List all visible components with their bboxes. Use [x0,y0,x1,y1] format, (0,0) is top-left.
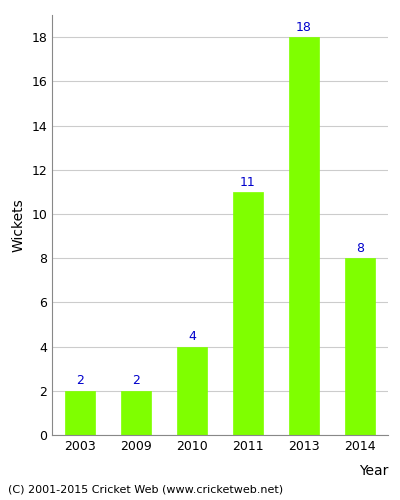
Y-axis label: Wickets: Wickets [12,198,26,252]
Bar [64,391,96,435]
Bar [289,37,320,435]
Text: 11: 11 [240,176,256,188]
Text: Year: Year [359,464,388,478]
Text: 2: 2 [132,374,140,388]
Text: (C) 2001-2015 Cricket Web (www.cricketweb.net): (C) 2001-2015 Cricket Web (www.cricketwe… [8,485,283,495]
Bar [177,346,208,435]
Text: 2: 2 [76,374,84,388]
Text: 4: 4 [188,330,196,344]
Bar [344,258,375,435]
Bar [233,192,264,435]
Text: 18: 18 [296,21,312,34]
Bar [121,391,151,435]
Text: 8: 8 [356,242,364,255]
